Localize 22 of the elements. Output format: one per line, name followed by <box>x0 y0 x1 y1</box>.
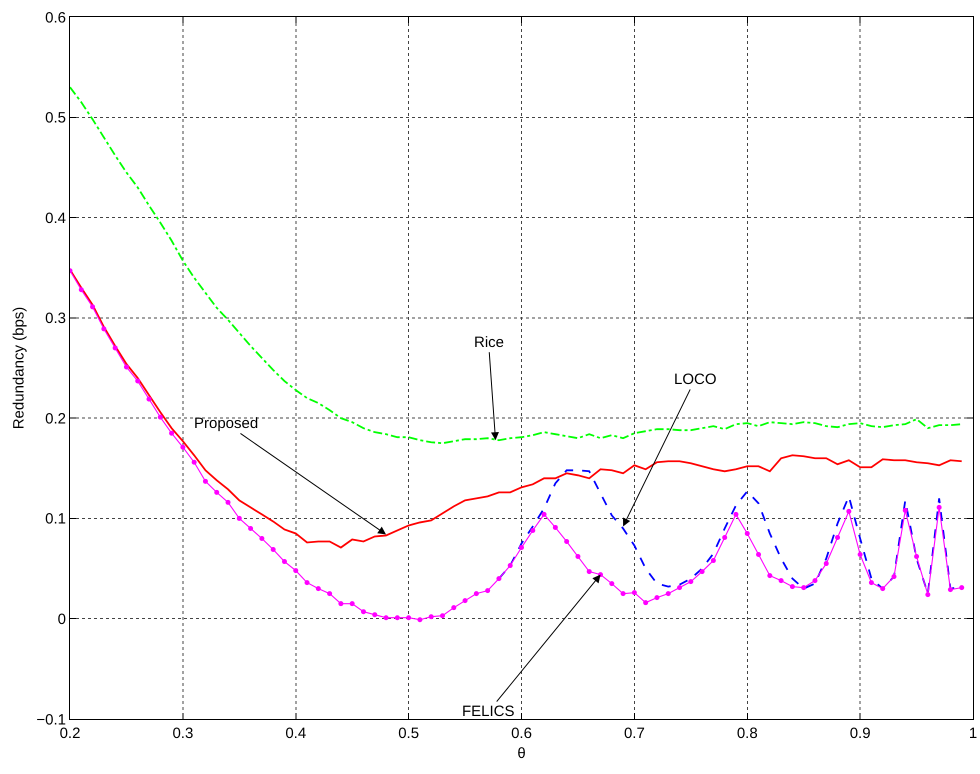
x-tick-label: 0.3 <box>172 725 194 742</box>
x-tick-label: 0.6 <box>511 725 532 742</box>
y-tick-label: 0.5 <box>45 110 66 127</box>
x-tick-label: 1 <box>968 725 978 742</box>
x-tick-label: 0.4 <box>285 725 306 742</box>
annotation: Proposed <box>194 415 258 432</box>
annotation: FELICS <box>462 703 515 720</box>
x-tick-label: 0.9 <box>850 725 871 742</box>
annotation: Rice <box>474 334 504 351</box>
y-tick-label: 0.3 <box>45 310 66 328</box>
annotation: LOCO <box>674 371 717 388</box>
y-tick-label: 0 <box>58 610 66 628</box>
x-tick-label: 0.7 <box>624 725 645 742</box>
x-tick-label: 0.8 <box>736 725 758 742</box>
line-series <box>70 86 963 444</box>
x-tick-label: 0.5 <box>398 725 420 742</box>
y-tick-label: 0.6 <box>45 9 66 26</box>
y-axis-title: Redundancy (bps) <box>10 306 28 430</box>
x-axis-title: θ <box>517 745 526 762</box>
y-tick-label: 0.2 <box>45 410 66 428</box>
y-tick-label: 0.1 <box>45 510 66 528</box>
y-tick-label: 0.4 <box>45 210 66 227</box>
